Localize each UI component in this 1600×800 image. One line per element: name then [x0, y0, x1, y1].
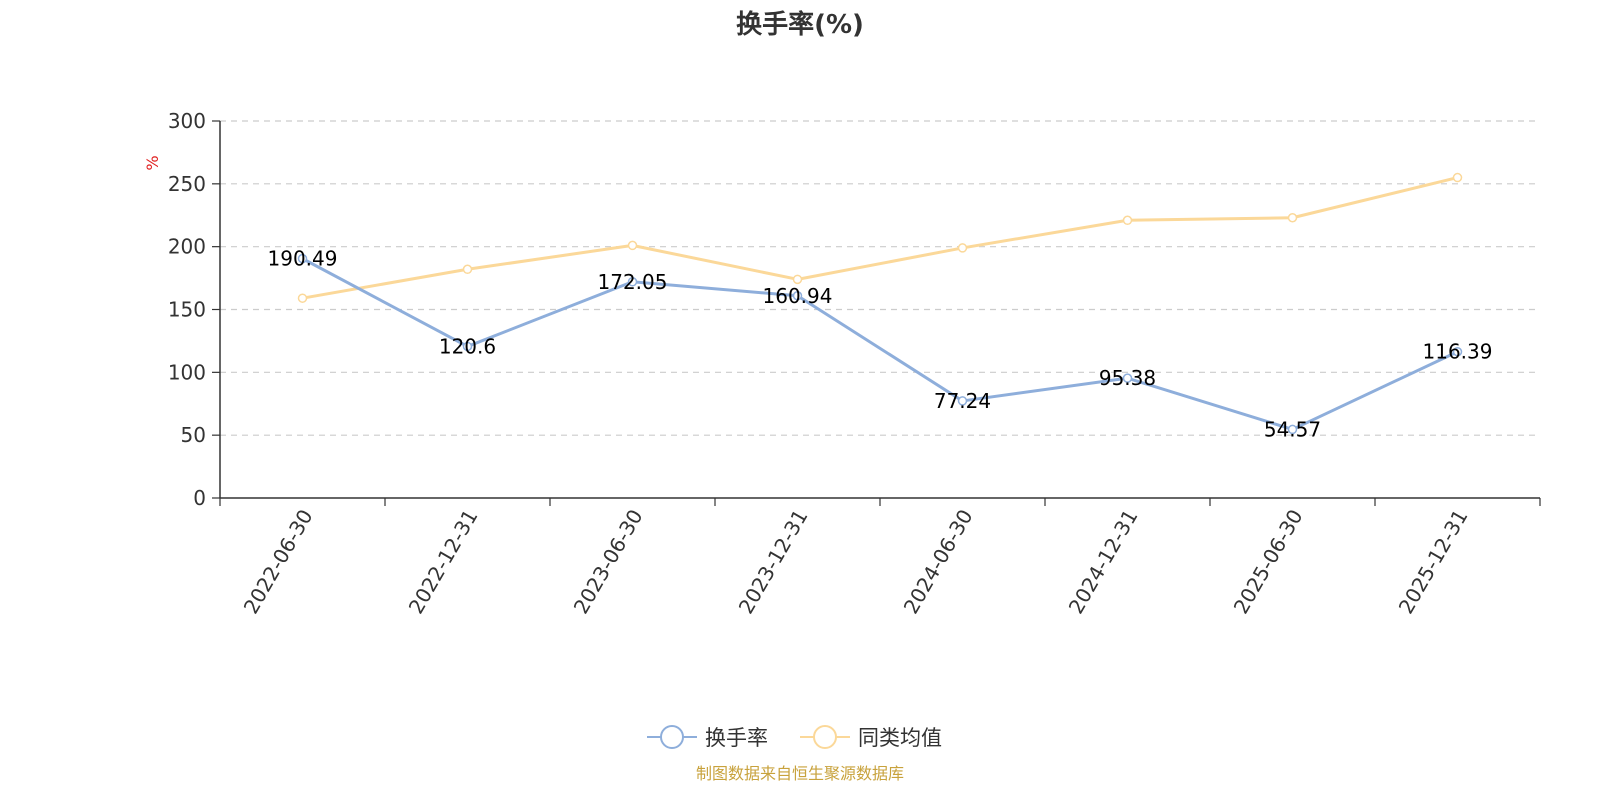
data-point[interactable] — [627, 240, 638, 251]
y-tick-label: 150 — [168, 298, 206, 322]
y-tick-label: 100 — [168, 360, 206, 384]
data-point[interactable] — [297, 293, 308, 303]
legend-circle-icon — [813, 725, 837, 749]
data-label: 190.49 — [268, 247, 338, 271]
data-point[interactable] — [1452, 346, 1463, 357]
data-label: 120.6 — [439, 334, 496, 358]
data-label: 116.39 — [1423, 340, 1493, 364]
data-label: 77.24 — [934, 389, 991, 413]
x-tick-label: 2024-06-30 — [899, 505, 978, 618]
data-point[interactable] — [792, 274, 803, 285]
series-1 — [297, 172, 1463, 303]
y-tick-label: 200 — [168, 235, 206, 259]
x-tick-label: 2022-06-30 — [239, 505, 318, 618]
data-point[interactable] — [1122, 373, 1133, 383]
data-point[interactable] — [1452, 172, 1463, 183]
data-labels: 190.49 120.6 172.05 160.94 77.24 95.38 54.57 11… — [268, 247, 1493, 442]
grid-lines — [220, 120, 1540, 436]
y-tick-label: 50 — [181, 423, 206, 447]
legend[interactable]: 换手率 同类均值 — [647, 725, 942, 750]
data-point[interactable] — [462, 264, 473, 275]
data-point[interactable] — [627, 277, 638, 287]
x-tick-label: 2023-06-30 — [569, 505, 648, 618]
data-point[interactable] — [297, 253, 308, 264]
axes: 0 50 100 150 200 250 300 2022-06-30 2022-12-31 20… — [168, 109, 1541, 618]
series-0 — [297, 253, 1463, 435]
data-label: 160.94 — [763, 284, 833, 308]
data-point[interactable] — [1122, 215, 1133, 226]
data-point[interactable] — [957, 243, 968, 253]
data-label: 54.57 — [1264, 417, 1321, 441]
x-tick-label: 2025-06-30 — [1229, 505, 1308, 618]
y-tick-label: 300 — [168, 109, 206, 133]
legend-item-1[interactable]: 同类均值 — [800, 725, 942, 750]
legend-circle-icon — [660, 725, 684, 749]
x-tick-label: 2022-12-31 — [404, 505, 483, 618]
chart-title: 换手率(%) — [736, 9, 864, 40]
x-tick-label: 2023-12-31 — [734, 505, 813, 618]
y-axis-unit-label: % — [143, 155, 162, 170]
data-point[interactable] — [957, 396, 968, 406]
legend-item-0[interactable]: 换手率 — [647, 725, 768, 750]
data-point[interactable] — [462, 341, 473, 352]
x-tick-label: 2024-12-31 — [1064, 505, 1143, 618]
data-label: 95.38 — [1099, 366, 1156, 390]
series-line — [301, 257, 1459, 431]
data-label: 172.05 — [598, 270, 668, 294]
series-line — [301, 176, 1459, 300]
y-tick-label: 250 — [168, 172, 206, 196]
series-lines — [297, 172, 1463, 435]
data-point[interactable] — [1287, 424, 1298, 435]
legend-label: 换手率 — [705, 726, 768, 750]
data-point[interactable] — [792, 291, 803, 301]
y-tick-label: 0 — [193, 486, 206, 510]
data-source-footer: 制图数据来自恒生聚源数据库 — [696, 764, 904, 783]
legend-label: 同类均值 — [858, 726, 942, 750]
x-tick-label: 2025-12-31 — [1394, 505, 1473, 618]
data-point[interactable] — [1287, 213, 1298, 223]
